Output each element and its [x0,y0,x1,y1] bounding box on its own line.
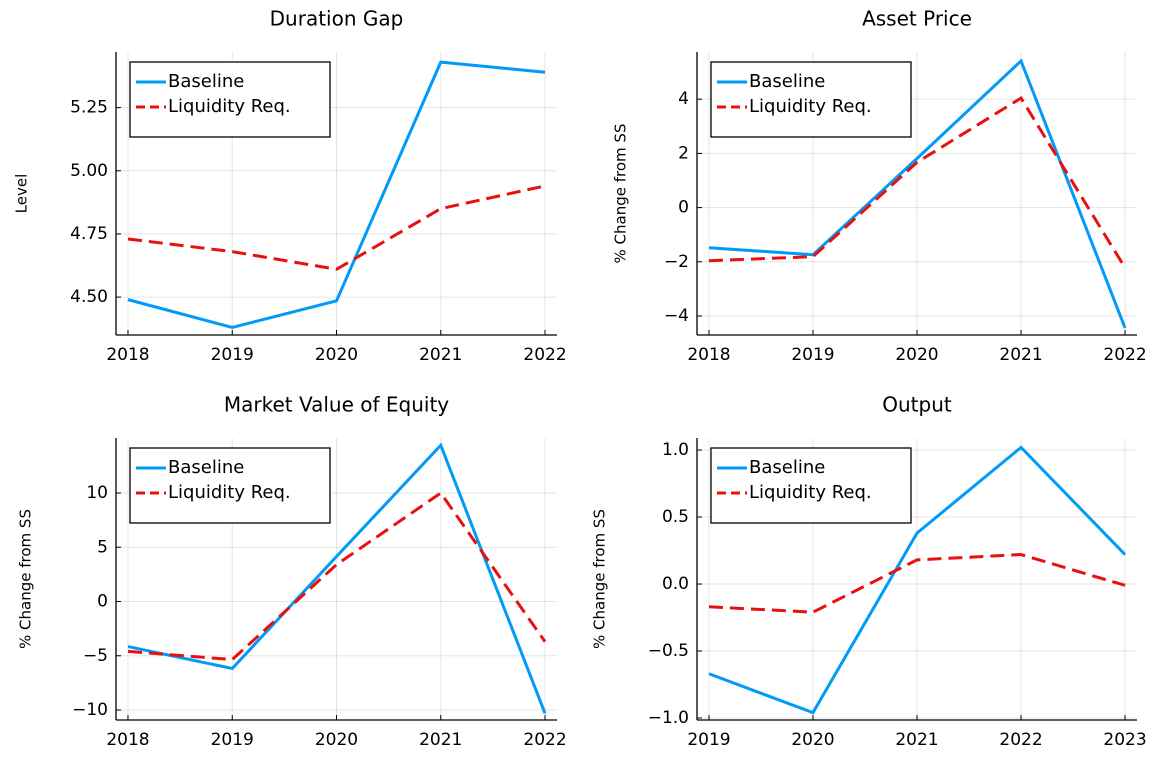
y-tick-label: 0.5 [662,507,689,527]
x-tick-label: 2022 [523,345,566,365]
y-tick-label: 1.0 [662,440,689,460]
y-axis-label: Level [13,174,31,214]
series-line [708,553,1126,614]
legend-box [710,447,912,524]
subplot-title: Asset Price [862,7,972,31]
series-line [127,490,547,662]
x-tick-label: 2021 [895,730,938,750]
y-tick-label: −10 [72,700,108,720]
x-tick-label: 2023 [1103,730,1146,750]
legend: Baseline Liquidity Req. [710,61,912,138]
y-tick-label: 4 [678,89,689,109]
series-line [708,445,1127,715]
x-tick-label: 2019 [211,345,254,365]
y-axis-label: % Change from SS [612,124,630,264]
y-axis-label: % Change from SS [17,509,35,649]
x-tick-label: 2020 [315,345,358,365]
subplot-title: Output [882,393,952,417]
series-line [127,184,546,271]
y-tick-label: 5 [97,537,108,557]
legend-box [129,61,331,138]
x-tick-label: 2021 [419,730,462,750]
x-tick-label: 2021 [999,345,1042,365]
series-line [127,442,547,714]
x-tick-label: 2018 [106,345,149,365]
y-tick-label: 5.25 [70,98,108,118]
series-line [127,60,546,329]
y-tick-label: −5 [83,646,108,666]
y-tick-label: 10 [86,483,108,503]
subplot-title: Duration Gap [270,7,404,31]
x-tick-label: 2022 [1103,345,1146,365]
subplot: Output % Change from SS −1.0 −0.5 0.0 0.5 1.0 2… [591,393,1147,751]
y-tick-label: 2 [678,143,689,163]
y-axis-label: % Change from SS [591,509,609,649]
x-tick-label: 2019 [791,345,834,365]
legend-label: Baseline [168,457,244,478]
x-tick-label: 2019 [687,730,730,750]
legend-label: Baseline [749,71,825,92]
legend-box [129,447,331,524]
y-tick-label: −4 [664,306,689,326]
y-tick-label: −0.5 [648,641,689,661]
legend-label: Liquidity Req. [749,482,872,503]
y-tick-label: 4.75 [70,224,108,244]
series-line [708,96,1127,269]
y-tick-label: −1.0 [648,708,689,728]
legend-label: Liquidity Req. [168,96,291,117]
y-tick-label: 0 [97,592,108,612]
x-tick-label: 2018 [687,345,730,365]
legend-label: Liquidity Req. [168,482,291,503]
x-tick-label: 2020 [791,730,834,750]
legend-label: Baseline [168,71,244,92]
legend: Baseline Liquidity Req. [129,447,331,524]
subplot: Market Value of Equity % Change from SS −1… [17,393,567,751]
legend-label: Liquidity Req. [749,96,872,117]
legend: Baseline Liquidity Req. [129,61,331,138]
legend: Baseline Liquidity Req. [710,447,912,524]
x-tick-label: 2019 [211,730,254,750]
y-tick-label: 0 [678,198,689,218]
x-tick-label: 2020 [315,730,358,750]
y-tick-label: 0.0 [662,574,689,594]
x-tick-label: 2018 [106,730,149,750]
series-line [708,58,1127,329]
y-tick-label: 4.50 [70,287,108,307]
subplot: Asset Price % Change from SS −4 −2 0 2 4 2018 20… [612,7,1147,366]
x-tick-label: 2020 [895,345,938,365]
subplot-title: Market Value of Equity [224,393,449,417]
y-tick-label: 5.00 [70,161,108,181]
x-tick-label: 2021 [419,345,462,365]
x-tick-label: 2022 [523,730,566,750]
y-tick-label: −2 [664,252,689,272]
legend-label: Baseline [749,457,825,478]
x-tick-label: 2022 [999,730,1042,750]
subplot: Duration Gap Level 4.50 4.75 5.00 5.25 2018 201… [13,7,567,366]
legend-box [710,61,912,138]
